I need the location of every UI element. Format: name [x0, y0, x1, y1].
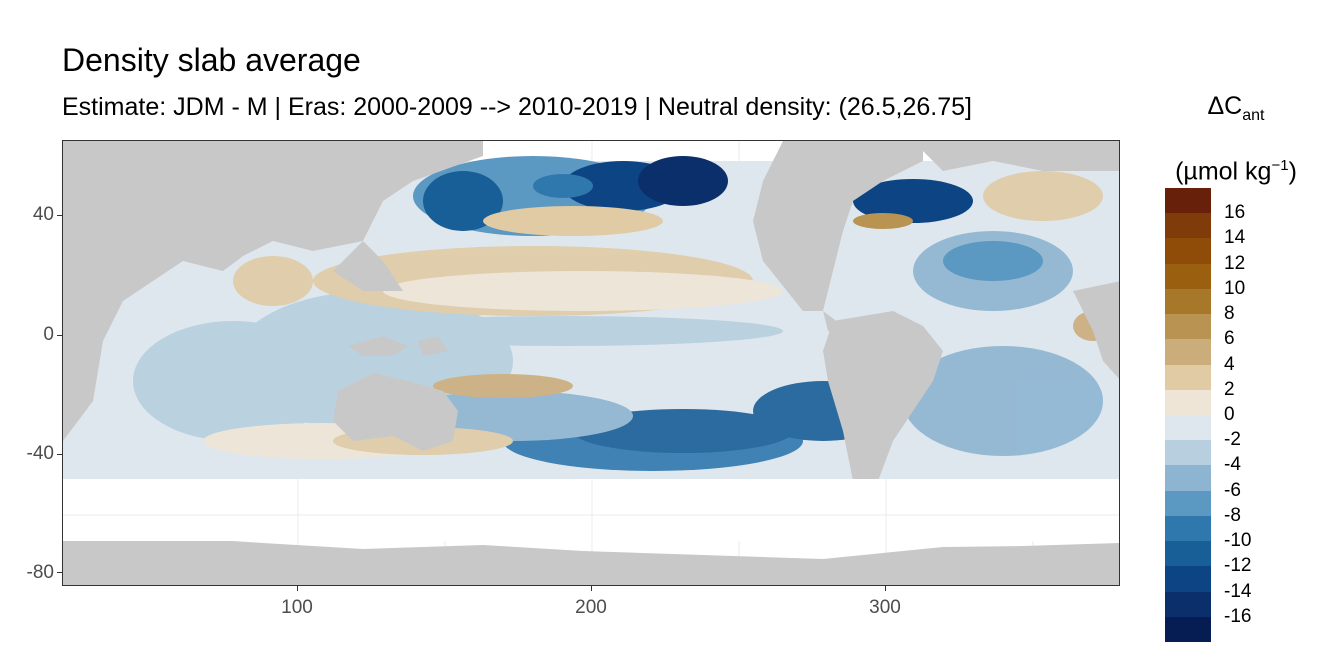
x-tickmark	[591, 586, 592, 591]
legend-swatch	[1165, 213, 1211, 239]
legend-title-main: ΔC	[1207, 92, 1243, 120]
legend-swatch	[1165, 465, 1211, 491]
legend-label: -2	[1224, 429, 1241, 451]
legend-swatch	[1165, 490, 1211, 516]
y-tickmark	[57, 572, 62, 573]
x-tick-100: 100	[281, 597, 313, 618]
legend-label: 2	[1224, 378, 1235, 400]
legend-label: -6	[1224, 479, 1241, 501]
legend-swatch	[1165, 414, 1211, 441]
y-tick-0: 0	[43, 324, 54, 345]
land	[63, 141, 1119, 585]
legend-swatch	[1165, 515, 1211, 542]
legend-swatch	[1165, 288, 1211, 315]
legend-swatch	[1165, 541, 1211, 567]
x-tick-200: 200	[575, 597, 607, 618]
legend-swatch	[1165, 566, 1211, 592]
legend-units-sup: −1	[1271, 157, 1289, 174]
legend-swatch	[1165, 188, 1211, 214]
legend-swatch	[1165, 591, 1211, 617]
legend-label: 14	[1224, 227, 1246, 249]
legend-swatch	[1165, 314, 1211, 340]
map-panel	[62, 140, 1120, 586]
legend-label: 16	[1224, 202, 1246, 224]
legend-swatch	[1165, 238, 1211, 264]
legend-swatch	[1165, 389, 1211, 415]
y-tickmark	[57, 215, 62, 216]
legend-title: ΔCant (µmol kg−1)	[1166, 88, 1306, 189]
north-pacific-subpolar	[413, 156, 728, 236]
southern-ocean-missing	[63, 479, 1119, 541]
y-tick-40: 40	[32, 204, 54, 225]
legend-label: 4	[1224, 353, 1235, 375]
north-atlantic	[853, 179, 1043, 281]
x-tickmark	[885, 586, 886, 591]
y-tick-minus40: -40	[26, 443, 54, 464]
y-tickmark	[57, 335, 62, 336]
legend-units-prefix: (µmol kg	[1175, 157, 1272, 186]
legend-swatch	[1165, 440, 1211, 466]
x-tick-300: 300	[869, 597, 901, 618]
legend-label: 0	[1224, 404, 1235, 425]
legend-swatch	[1165, 364, 1211, 390]
legend-label: 12	[1224, 252, 1246, 274]
legend-colorbar	[1165, 188, 1211, 642]
legend-label: 8	[1224, 303, 1235, 325]
legend-swatch	[1165, 263, 1211, 289]
x-tickmark	[297, 586, 298, 591]
map-svg	[63, 141, 1119, 585]
legend-label: -12	[1224, 555, 1252, 577]
legend-label: 6	[1224, 328, 1235, 350]
legend-swatch	[1165, 616, 1211, 642]
chart-title: Density slab average	[62, 42, 361, 78]
legend-title-sub: ant	[1242, 107, 1265, 124]
legend-label: -10	[1224, 530, 1252, 552]
chart-subtitle: Estimate: JDM - M | Eras: 2000-2009 --> …	[62, 93, 972, 121]
legend-label: -8	[1224, 504, 1241, 526]
legend-label: -16	[1224, 605, 1252, 627]
anomaly-patches	[133, 171, 1113, 471]
legend-label: 10	[1224, 277, 1246, 299]
legend-label: -14	[1224, 580, 1252, 602]
y-tick-minus80: -80	[26, 562, 54, 583]
legend-swatch	[1165, 339, 1211, 365]
y-tickmark	[57, 454, 62, 455]
legend-label: -4	[1224, 454, 1241, 476]
legend-units-suffix: )	[1288, 157, 1297, 186]
